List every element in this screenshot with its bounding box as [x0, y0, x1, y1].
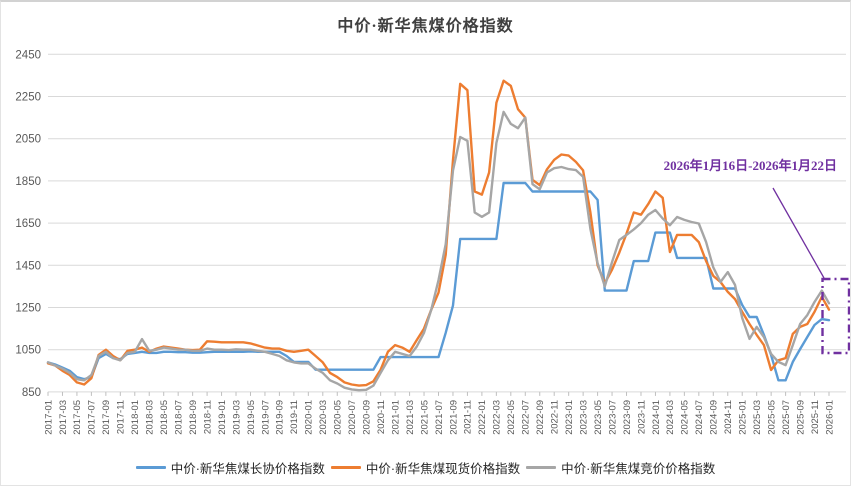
svg-text:2023-03: 2023-03 [578, 400, 589, 435]
svg-text:2024-07: 2024-07 [694, 400, 705, 435]
date-range-annotation: 2026年1月16日-2026年1月22日 [663, 158, 837, 173]
svg-text:2020-01: 2020-01 [304, 400, 315, 435]
svg-text:2021-03: 2021-03 [405, 400, 416, 435]
svg-text:2020-07: 2020-07 [347, 400, 358, 435]
svg-text:2021-07: 2021-07 [434, 400, 445, 435]
svg-text:2025-05: 2025-05 [766, 400, 777, 435]
svg-text:2023-07: 2023-07 [607, 400, 618, 435]
svg-text:2022-05: 2022-05 [506, 400, 517, 435]
svg-text:850: 850 [22, 387, 41, 399]
svg-text:2021-09: 2021-09 [448, 400, 459, 435]
svg-text:2020-09: 2020-09 [362, 400, 373, 435]
svg-text:2021-05: 2021-05 [419, 400, 430, 435]
svg-text:2018-01: 2018-01 [130, 400, 141, 435]
svg-text:2018-03: 2018-03 [145, 400, 156, 435]
svg-text:2025-11: 2025-11 [810, 400, 821, 434]
svg-text:2022-09: 2022-09 [535, 400, 546, 435]
svg-text:2023-09: 2023-09 [622, 400, 633, 435]
svg-text:2022-01: 2022-01 [477, 400, 488, 435]
svg-text:2022-07: 2022-07 [521, 400, 532, 435]
svg-text:2025-09: 2025-09 [795, 400, 806, 435]
svg-text:2023-01: 2023-01 [564, 400, 575, 435]
xianhuo-line-swatch [330, 465, 361, 470]
svg-text:2018-07: 2018-07 [173, 400, 184, 435]
svg-text:2017-11: 2017-11 [116, 400, 127, 434]
svg-text:2050: 2050 [15, 134, 41, 146]
svg-text:2022-03: 2022-03 [492, 400, 503, 435]
svg-text:2018-05: 2018-05 [159, 400, 170, 435]
svg-text:2026-01: 2026-01 [824, 400, 835, 435]
svg-text:2019-11: 2019-11 [289, 400, 300, 434]
legend-item-xianhuo: 中价·新华焦煤现货价格指数 [330, 458, 521, 477]
legend-label-changxie: 中价·新华焦煤长协价格指数 [170, 462, 325, 476]
svg-text:2017-07: 2017-07 [87, 400, 98, 435]
chart-title: 中价·新华焦煤价格指数 [337, 18, 514, 35]
svg-text:2019-03: 2019-03 [231, 400, 242, 435]
svg-text:1450: 1450 [15, 260, 41, 272]
svg-text:2019-09: 2019-09 [275, 400, 286, 435]
svg-text:2023-11: 2023-11 [636, 400, 647, 434]
changxie-line-swatch [135, 465, 166, 470]
svg-text:2017-01: 2017-01 [43, 400, 54, 435]
legend-label-jingjia: 中价·新华焦煤竞价价格指数 [561, 462, 716, 476]
series-line-1 [46, 79, 831, 387]
svg-text:2025-07: 2025-07 [781, 400, 792, 435]
svg-text:2022-11: 2022-11 [550, 400, 561, 434]
svg-text:2021-01: 2021-01 [390, 400, 401, 435]
svg-text:2019-01: 2019-01 [217, 400, 228, 435]
annotation-highlight [772, 187, 850, 355]
svg-text:2024-03: 2024-03 [665, 400, 676, 435]
svg-text:2250: 2250 [15, 92, 41, 104]
svg-text:2019-07: 2019-07 [260, 400, 271, 435]
svg-text:2023-05: 2023-05 [593, 400, 604, 435]
svg-text:2019-05: 2019-05 [246, 400, 257, 435]
series-line-2 [46, 110, 831, 392]
svg-text:2450: 2450 [15, 49, 41, 61]
svg-text:2025-03: 2025-03 [752, 400, 763, 435]
svg-text:2024-09: 2024-09 [709, 400, 720, 435]
svg-text:2024-01: 2024-01 [651, 400, 662, 435]
svg-text:1250: 1250 [15, 303, 41, 315]
chart-legend: 中价·新华焦煤长协价格指数 中价·新华焦煤现货价格指数 中价·新华焦煤竞价价格指… [1, 458, 850, 477]
svg-text:2018-09: 2018-09 [188, 400, 199, 435]
legend-item-jingjia: 中价·新华焦煤竞价价格指数 [526, 458, 715, 477]
y-axis-labels: 850 1050 1250 1450 1650 1850 2050 2250 2450 [15, 49, 41, 399]
legend-item-changxie: 中价·新华焦煤长协价格指数 [135, 458, 325, 477]
svg-text:2024-11: 2024-11 [723, 400, 734, 434]
series-line-0 [46, 181, 831, 382]
svg-text:2021-11: 2021-11 [463, 400, 474, 434]
svg-text:2024-05: 2024-05 [680, 400, 691, 435]
svg-text:2018-11: 2018-11 [202, 400, 213, 434]
svg-text:1850: 1850 [15, 176, 41, 188]
svg-text:2020-11: 2020-11 [376, 400, 387, 434]
svg-text:2020-05: 2020-05 [333, 400, 344, 435]
svg-text:2017-09: 2017-09 [101, 400, 112, 435]
x-axis: 2017-01 2017-03 2017-05 2017-07 2017-09 2017-… [43, 391, 835, 435]
legend-label-xianhuo: 中价·新华焦煤现货价格指数 [365, 462, 521, 476]
svg-text:1650: 1650 [15, 218, 41, 230]
svg-text:2017-03: 2017-03 [58, 400, 69, 435]
svg-text:2025-01: 2025-01 [738, 400, 749, 435]
svg-text:2017-05: 2017-05 [72, 400, 83, 435]
svg-text:1050: 1050 [15, 345, 41, 357]
svg-text:2020-03: 2020-03 [318, 400, 329, 435]
jingjia-line-swatch [526, 465, 557, 470]
